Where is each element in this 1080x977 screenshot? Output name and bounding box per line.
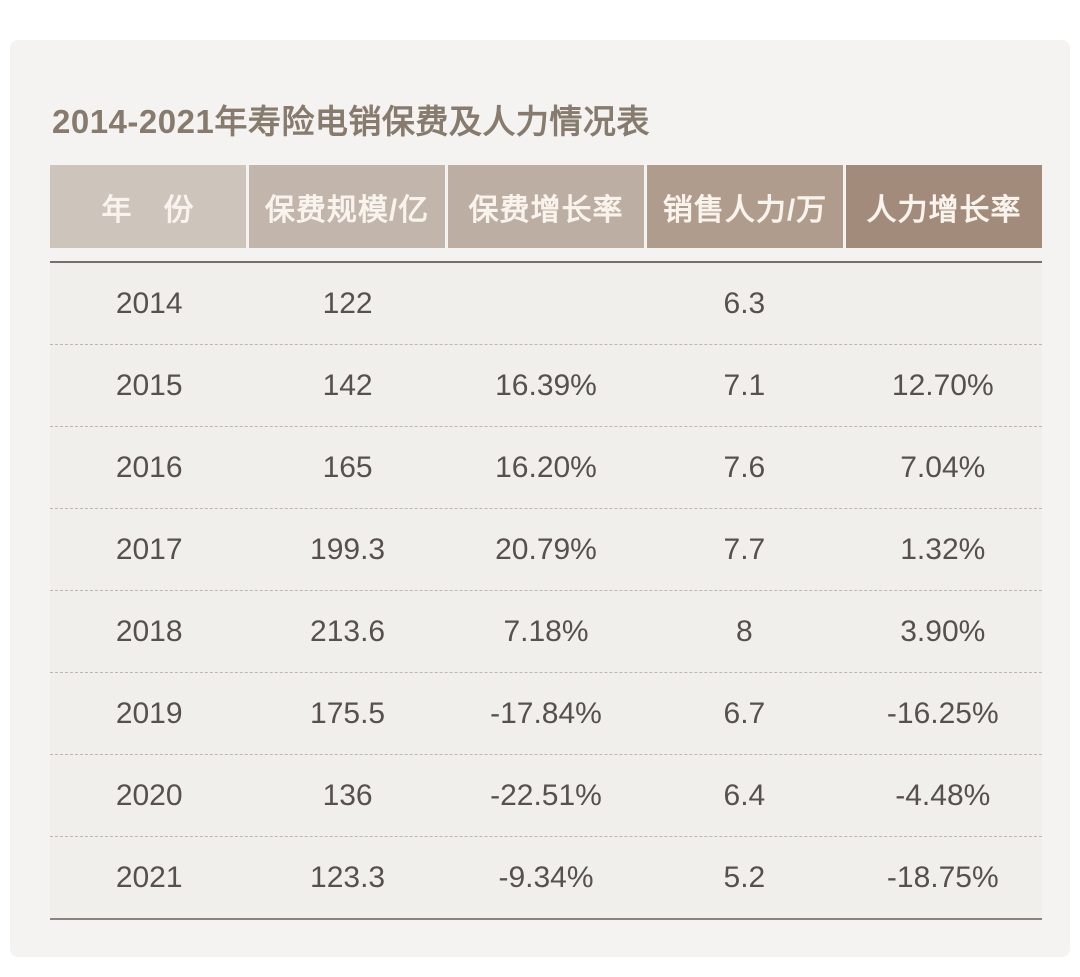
cell-manpower-growth: 12.70% xyxy=(891,368,994,402)
cell-sales-manpower: 6.4 xyxy=(723,778,766,812)
cell-manpower-growth: 7.04% xyxy=(900,450,986,484)
cell-premium-scale: 122 xyxy=(322,286,373,320)
table-body: 2014 122 6.3 2015 142 16.39% 7.1 12.70% … xyxy=(50,261,1042,920)
cell-premium-growth: -22.51% xyxy=(490,778,602,812)
cell-manpower-growth: 1.32% xyxy=(900,532,986,566)
table-row: 2017 199.3 20.79% 7.7 1.32% xyxy=(50,508,1042,590)
cell-premium-scale: 136 xyxy=(322,778,373,812)
table-row: 2019 175.5 -17.84% 6.7 -16.25% xyxy=(50,672,1042,754)
cell-sales-manpower: 7.6 xyxy=(723,450,766,484)
table-row: 2020 136 -22.51% 6.4 -4.48% xyxy=(50,754,1042,836)
cell-manpower-growth: -16.25% xyxy=(886,696,999,730)
cell-year: 2019 xyxy=(115,696,183,730)
cell-year: 2021 xyxy=(115,860,183,894)
cell-premium-growth: 16.39% xyxy=(495,368,597,402)
cell-manpower-growth: 3.90% xyxy=(900,614,986,648)
cell-premium-growth: 16.20% xyxy=(495,450,597,484)
table-row: 2015 142 16.39% 7.1 12.70% xyxy=(50,344,1042,426)
header-year: 年 份 xyxy=(50,165,246,248)
cell-sales-manpower: 7.1 xyxy=(723,368,766,402)
header-premium-scale: 保费规模/亿 xyxy=(249,165,445,248)
cell-sales-manpower: 6.3 xyxy=(723,286,766,320)
cell-sales-manpower: 6.7 xyxy=(723,696,766,730)
cell-manpower-growth: -18.75% xyxy=(886,860,999,894)
cell-premium-growth: -9.34% xyxy=(498,860,594,894)
cell-year: 2014 xyxy=(115,286,183,320)
cell-year: 2015 xyxy=(115,368,183,402)
header-manpower-growth: 人力增长率 xyxy=(846,165,1042,248)
cell-premium-growth: 20.79% xyxy=(495,532,597,566)
cell-premium-scale: 123.3 xyxy=(310,860,386,894)
cell-year: 2016 xyxy=(115,450,183,484)
table-card: 2014-2021年寿险电销保费及人力情况表 年 份 保费规模/亿 保费增长率 … xyxy=(10,40,1070,957)
cell-manpower-growth: -4.48% xyxy=(895,778,991,812)
cell-premium-scale: 213.6 xyxy=(310,614,386,648)
table-row: 2016 165 16.20% 7.6 7.04% xyxy=(50,426,1042,508)
cell-sales-manpower: 7.7 xyxy=(723,532,766,566)
cell-premium-growth: -17.84% xyxy=(490,696,602,730)
cell-premium-scale: 199.3 xyxy=(310,532,386,566)
table-row: 2014 122 6.3 xyxy=(50,263,1042,344)
table-row: 2018 213.6 7.18% 8 3.90% xyxy=(50,590,1042,672)
page-title: 2014-2021年寿险电销保费及人力情况表 xyxy=(52,103,650,140)
data-table: 年 份 保费规模/亿 保费增长率 销售人力/万 人力增长率 2014 122 6… xyxy=(50,165,1042,920)
cell-sales-manpower: 8 xyxy=(736,614,753,648)
header-sales-manpower: 销售人力/万 xyxy=(647,165,843,248)
cell-sales-manpower: 5.2 xyxy=(723,860,766,894)
cell-premium-scale: 142 xyxy=(322,368,373,402)
cell-premium-growth: 7.18% xyxy=(503,614,589,648)
table-row: 2021 123.3 -9.34% 5.2 -18.75% xyxy=(50,836,1042,918)
cell-year: 2018 xyxy=(115,614,183,648)
cell-year: 2017 xyxy=(115,532,183,566)
table-header-row: 年 份 保费规模/亿 保费增长率 销售人力/万 人力增长率 xyxy=(50,165,1042,248)
header-premium-growth: 保费增长率 xyxy=(448,165,644,248)
cell-premium-scale: 165 xyxy=(322,450,373,484)
cell-premium-scale: 175.5 xyxy=(310,696,386,730)
cell-year: 2020 xyxy=(115,778,183,812)
